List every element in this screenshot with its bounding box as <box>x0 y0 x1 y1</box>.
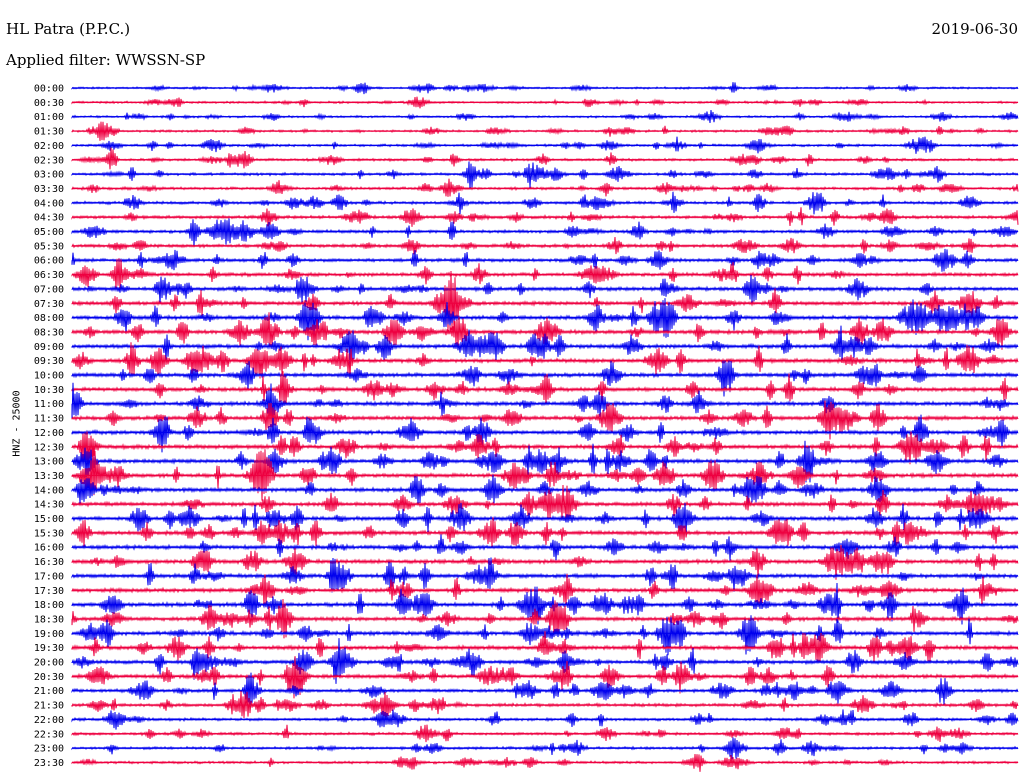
row-label-0030: 00:30 <box>34 98 64 109</box>
row-label-0630: 06:30 <box>34 270 64 281</box>
row-label-2100: 21:00 <box>34 686 64 697</box>
trace-0230 <box>71 147 1019 170</box>
row-label-1300: 13:00 <box>34 457 64 468</box>
row-label-2200: 22:00 <box>34 715 64 726</box>
trace-1530 <box>71 517 1019 547</box>
row-label-1100: 11:00 <box>34 399 64 410</box>
row-label-1800: 18:00 <box>34 600 64 611</box>
row-label-0730: 07:30 <box>34 299 64 310</box>
row-label-1000: 10:00 <box>34 371 64 382</box>
row-label-1230: 12:30 <box>34 442 64 453</box>
row-label-1700: 17:00 <box>34 571 64 582</box>
row-label-0830: 08:30 <box>34 327 64 338</box>
row-label-1930: 19:30 <box>34 643 64 654</box>
row-label-1500: 15:00 <box>34 514 64 525</box>
row-label-1600: 16:00 <box>34 543 64 554</box>
row-label-0800: 08:00 <box>34 313 64 324</box>
row-label-2130: 21:30 <box>34 701 64 712</box>
station-title: HL Patra (P.P.C.) <box>6 20 131 38</box>
row-label-0430: 04:30 <box>34 213 64 224</box>
row-label-0900: 09:00 <box>34 342 64 353</box>
trace-0300 <box>71 161 1019 190</box>
row-label-2300: 23:00 <box>34 744 64 755</box>
row-label-1730: 17:30 <box>34 586 64 597</box>
row-label-1630: 16:30 <box>34 557 64 568</box>
row-label-1400: 14:00 <box>34 485 64 496</box>
row-label-0700: 07:00 <box>34 284 64 295</box>
row-label-0200: 02:00 <box>34 141 64 152</box>
row-label-0530: 05:30 <box>34 241 64 252</box>
row-label-2230: 22:30 <box>34 729 64 740</box>
row-label-1200: 12:00 <box>34 428 64 439</box>
row-label-1430: 14:30 <box>34 500 64 511</box>
row-label-1900: 19:00 <box>34 629 64 640</box>
row-label-0230: 02:30 <box>34 155 64 166</box>
row-label-0500: 05:00 <box>34 227 64 238</box>
traces-group <box>71 82 1019 772</box>
row-labels-group: 00:00 00:30 01:00 01:30 02:00 02:30 03:00 03:30… <box>34 84 64 769</box>
row-label-0330: 03:30 <box>34 184 64 195</box>
trace-1800 <box>71 582 1019 625</box>
row-label-2000: 20:00 <box>34 658 64 669</box>
row-label-2330: 23:30 <box>34 758 64 769</box>
row-label-1530: 15:30 <box>34 528 64 539</box>
date-label: 2019-06-30 <box>931 20 1018 38</box>
row-label-0600: 06:00 <box>34 256 64 267</box>
row-label-0000: 00:00 <box>34 84 64 95</box>
row-label-2030: 20:30 <box>34 672 64 683</box>
row-label-1330: 13:30 <box>34 471 64 482</box>
row-label-1030: 10:30 <box>34 385 64 396</box>
row-label-1130: 11:30 <box>34 414 64 425</box>
trace-1930 <box>71 631 1019 663</box>
row-label-0300: 03:00 <box>34 170 64 181</box>
trace-0500 <box>71 218 1019 247</box>
filter-label: Applied filter: WWSSN-SP <box>6 51 206 69</box>
trace-1430 <box>71 484 1019 522</box>
row-label-0100: 01:00 <box>34 112 64 123</box>
row-label-0130: 01:30 <box>34 127 64 138</box>
row-label-1830: 18:30 <box>34 614 64 625</box>
row-label-0400: 04:00 <box>34 198 64 209</box>
trace-0330 <box>71 178 1019 197</box>
row-label-0930: 09:30 <box>34 356 64 367</box>
